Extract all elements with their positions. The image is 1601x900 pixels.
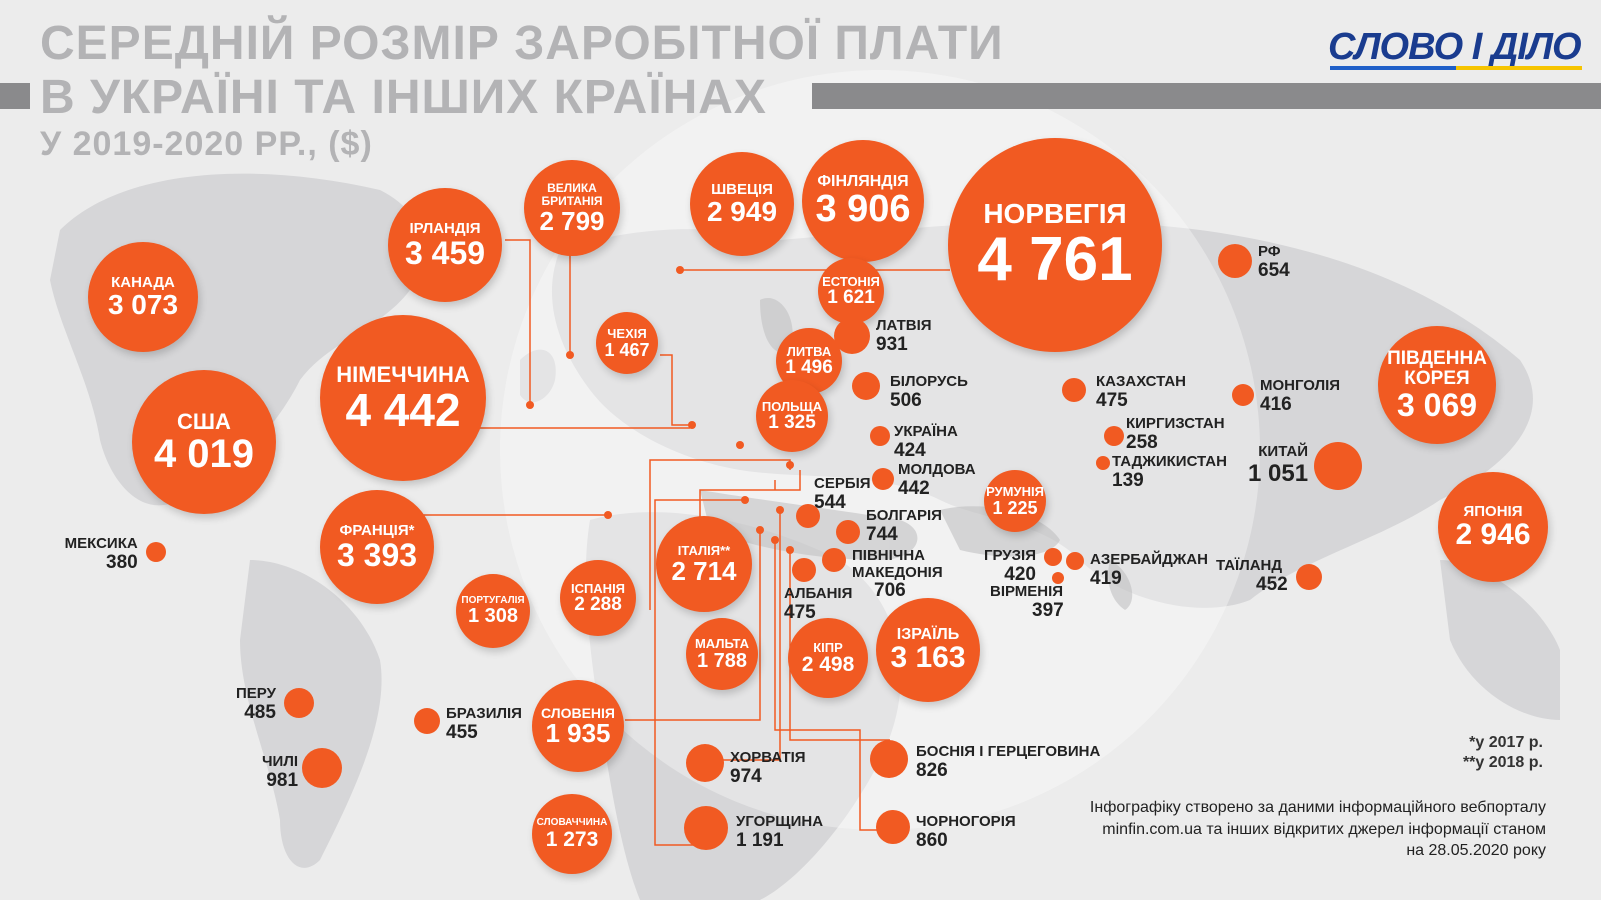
dot-georgia bbox=[1044, 548, 1062, 566]
bubble-japan: ЯПОНІЯ 2 946 bbox=[1438, 472, 1548, 582]
bubble-france: ФРАНЦІЯ* 3 393 bbox=[320, 490, 434, 604]
dot-thailand bbox=[1296, 564, 1322, 590]
footnote-2018: **у 2018 р. bbox=[1462, 754, 1543, 771]
bubble-spain: ІСПАНІЯ 2 288 bbox=[560, 560, 636, 636]
label-kyrgyzstan: КИРГИЗСТАН 258 bbox=[1126, 415, 1225, 453]
title-bar-right bbox=[812, 83, 1601, 109]
title-bar-left bbox=[0, 83, 30, 109]
label-armenia: ВІРМЕНІЯ 397 bbox=[990, 583, 1064, 621]
label-bosnia: БОСНІЯ І ГЕРЦЕГОВИНА 826 bbox=[916, 743, 1101, 781]
bubble-sweden: ШВЕЦІЯ 2 949 bbox=[690, 152, 794, 256]
logo-underline bbox=[1330, 66, 1582, 70]
label-belarus: БІЛОРУСЬ 506 bbox=[890, 373, 968, 411]
bubble-south-korea: ПІВДЕННА КОРЕЯ 3 069 bbox=[1378, 326, 1496, 444]
dot-hungary bbox=[684, 806, 728, 850]
bubble-cyprus: КІПР 2 498 bbox=[788, 618, 868, 698]
bubble-germany: НІМЕЧЧИНА 4 442 bbox=[320, 315, 486, 481]
bubble-great-britain: ВЕЛИКА БРИТАНІЯ 2 799 bbox=[524, 160, 620, 256]
dot-tajikistan bbox=[1096, 456, 1110, 470]
label-serbia: СЕРБІЯ 544 bbox=[814, 475, 871, 513]
bubble-finland: ФІНЛЯНДІЯ 3 906 bbox=[802, 140, 924, 262]
bubble-canada: КАНАДА 3 073 bbox=[88, 242, 198, 352]
label-mongolia: МОНГОЛІЯ 416 bbox=[1260, 377, 1341, 415]
bubble-ireland: ІРЛАНДІЯ 3 459 bbox=[388, 188, 502, 302]
dot-peru bbox=[284, 688, 314, 718]
footnote-2017: *у 2017 р. bbox=[1469, 734, 1543, 751]
dot-montenegro bbox=[876, 810, 910, 844]
label-hungary: УГОРЩИНА 1 191 bbox=[736, 813, 824, 851]
bubble-norway: НОРВЕГІЯ 4 761 bbox=[948, 138, 1162, 352]
label-brazil: БРАЗИЛІЯ 455 bbox=[446, 705, 522, 743]
dot-latvia bbox=[834, 318, 870, 354]
dot-kazakhstan bbox=[1062, 378, 1086, 402]
label-china: КИТАЙ 1 051 bbox=[1248, 443, 1309, 487]
dot-albania bbox=[792, 558, 816, 582]
dot-moldova bbox=[872, 468, 894, 490]
dot-bosnia bbox=[870, 740, 908, 778]
subtitle: У 2019-2020 РР., ($) bbox=[40, 125, 373, 163]
dot-north-macedonia bbox=[822, 548, 846, 572]
dot-brazil bbox=[414, 708, 440, 734]
bubble-italy: ІТАЛІЯ** 2 714 bbox=[656, 516, 752, 612]
label-tajikistan: ТАДЖИКИСТАН 139 bbox=[1112, 453, 1227, 491]
bubble-israel: ІЗРАЇЛЬ 3 163 bbox=[876, 598, 980, 702]
dot-belarus bbox=[852, 372, 880, 400]
bubble-poland: ПОЛЬЩА 1 325 bbox=[756, 380, 828, 452]
label-kazakhstan: КАЗАХСТАН 475 bbox=[1096, 373, 1186, 411]
dot-chile bbox=[302, 748, 342, 788]
dot-kyrgyzstan bbox=[1104, 426, 1124, 446]
dot-bulgaria bbox=[836, 520, 860, 544]
label-ukraine: УКРАЇНА 424 bbox=[894, 423, 958, 461]
label-latvia: ЛАТВІЯ 931 bbox=[876, 317, 932, 355]
dot-mongolia bbox=[1232, 384, 1254, 406]
bubble-romania: РУМУНІЯ 1 225 bbox=[984, 470, 1046, 532]
label-chile: ЧИЛІ 981 bbox=[262, 753, 299, 791]
title-line-1: СЕРЕДНІЙ РОЗМІР ЗАРОБІТНОЇ ПЛАТИ bbox=[40, 17, 1004, 70]
label-thailand: ТАЇЛАНД 452 bbox=[1216, 557, 1288, 595]
label-montenegro: ЧОРНОГОРІЯ 860 bbox=[916, 813, 1016, 851]
title-line-2: В УКРАЇНІ ТА ІНШИХ КРАЇНАХ bbox=[40, 71, 767, 124]
label-bulgaria: БОЛГАРІЯ 744 bbox=[866, 507, 942, 545]
source-credits: Інфографіку створено за даними інформаці… bbox=[1089, 799, 1546, 860]
dot-russia bbox=[1218, 244, 1252, 278]
label-mexico: МЕКСИКА 380 bbox=[64, 535, 138, 573]
brand-logo: СЛОВО І ДІЛО bbox=[1328, 26, 1581, 68]
dot-ukraine bbox=[870, 426, 890, 446]
bubble-slovenia: СЛОВЕНІЯ 1 935 bbox=[532, 680, 624, 772]
dot-armenia bbox=[1052, 572, 1064, 584]
label-azerbaijan: АЗЕРБАЙДЖАН 419 bbox=[1090, 551, 1208, 589]
label-moldova: МОЛДОВА 442 bbox=[898, 461, 976, 499]
dot-serbia bbox=[796, 504, 820, 528]
label-russia: РФ 654 bbox=[1258, 243, 1290, 281]
dot-mexico bbox=[146, 542, 166, 562]
label-peru: ПЕРУ 485 bbox=[236, 685, 276, 723]
dot-azerbaijan bbox=[1066, 552, 1084, 570]
bubble-malta: МАЛЬТА 1 788 bbox=[686, 618, 758, 690]
bubble-estonia: ЕСТОНІЯ 1 621 bbox=[818, 258, 884, 324]
bubble-portugal: ПОРТУГАЛІЯ 1 308 bbox=[456, 574, 530, 648]
bubble-usa: США 4 019 bbox=[132, 370, 276, 514]
bubble-slovakia: СЛОВАЧЧИНА 1 273 bbox=[532, 794, 612, 874]
bubble-czechia: ЧЕХІЯ 1 467 bbox=[596, 312, 658, 374]
label-georgia: ГРУЗІЯ 420 bbox=[984, 547, 1036, 585]
label-croatia: ХОРВАТІЯ 974 bbox=[730, 749, 806, 787]
dot-croatia bbox=[686, 744, 724, 782]
label-north-macedonia: ПІВНІЧНА МАКЕДОНІЯ 706 bbox=[852, 547, 943, 601]
label-albania: АЛБАНІЯ 475 bbox=[784, 585, 853, 623]
dot-china bbox=[1314, 442, 1362, 490]
